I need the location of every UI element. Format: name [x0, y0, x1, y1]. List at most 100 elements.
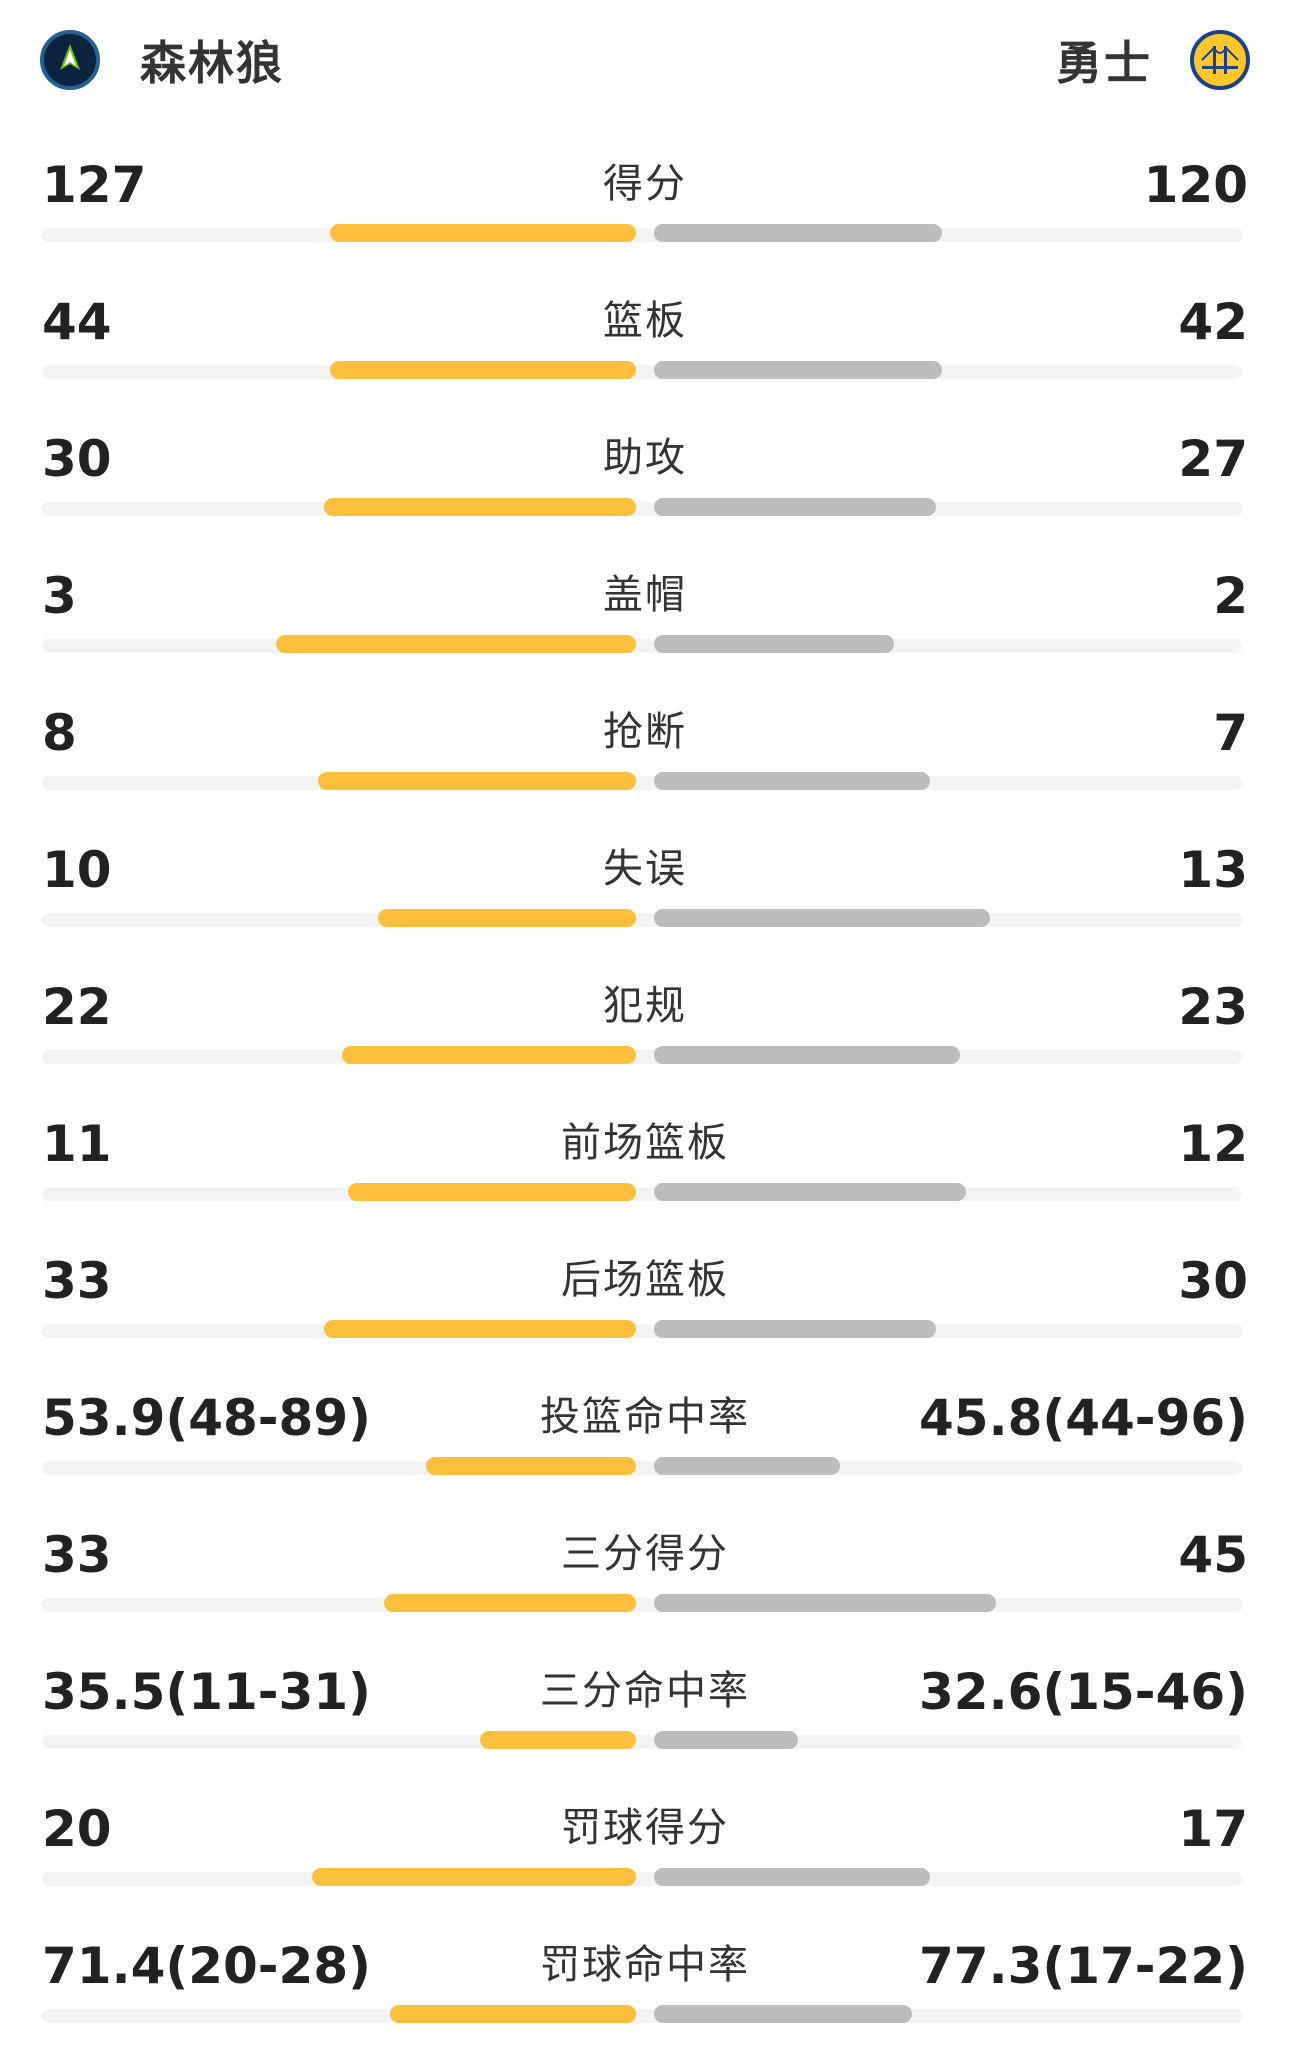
home-stat-bar [426, 1457, 636, 1475]
stat-bar-track [42, 228, 1242, 242]
away-stat-value: 27 [1178, 430, 1248, 488]
stat-bar-track [42, 1872, 1242, 1886]
away-stat-bar [654, 772, 930, 790]
stat-label: 罚球得分 [561, 1805, 729, 1851]
home-stat-value: 44 [42, 293, 112, 351]
stat-label: 罚球命中率 [540, 1942, 750, 1988]
away-stat-bar [654, 361, 942, 379]
stat-bar-track [42, 639, 1242, 653]
away-stat-value: 45.8(44-96) [919, 1389, 1248, 1447]
away-stat-value: 45 [1178, 1526, 1248, 1584]
stat-label: 篮板 [603, 298, 687, 344]
away-stat-value: 13 [1178, 841, 1248, 899]
home-stat-value: 10 [42, 841, 112, 899]
away-stat-bar [654, 1731, 798, 1749]
home-stat-value: 11 [42, 1115, 112, 1173]
warriors-logo-icon [1190, 30, 1250, 90]
home-stat-value: 35.5(11-31) [42, 1663, 371, 1721]
home-stat-bar [324, 1320, 636, 1338]
home-stat-bar [276, 635, 636, 653]
away-stat-bar [654, 224, 942, 242]
stat-bar-track [42, 1598, 1242, 1612]
home-stat-value: 71.4(20-28) [42, 1937, 371, 1995]
team-header: 森林狼 勇士 [0, 0, 1290, 130]
away-stat-bar [654, 1868, 930, 1886]
stat-row: 3 盖帽 2 [0, 551, 1290, 688]
home-stat-bar [378, 909, 636, 927]
home-stat-bar [390, 2005, 636, 2023]
away-stat-bar [654, 498, 936, 516]
stat-row: 8 抢断 7 [0, 688, 1290, 825]
away-stat-value: 32.6(15-46) [919, 1663, 1248, 1721]
away-stat-bar [654, 1594, 996, 1612]
home-stat-value: 53.9(48-89) [42, 1389, 371, 1447]
stat-row: 11 前场篮板 12 [0, 1099, 1290, 1236]
away-stat-bar [654, 909, 990, 927]
away-stat-bar [654, 1183, 966, 1201]
away-team[interactable]: 勇士 [1056, 22, 1250, 98]
stat-label: 三分得分 [561, 1531, 729, 1577]
home-stat-bar [330, 361, 636, 379]
stat-bar-track [42, 1324, 1242, 1338]
home-stat-bar [348, 1183, 636, 1201]
home-stat-bar [384, 1594, 636, 1612]
stat-bar-track [42, 776, 1242, 790]
home-stat-value: 127 [42, 156, 147, 214]
away-stat-bar [654, 1046, 960, 1064]
home-team-name: 森林狼 [140, 36, 284, 90]
stat-label: 后场篮板 [561, 1257, 729, 1303]
home-stat-value: 8 [42, 704, 77, 762]
home-stat-value: 33 [42, 1526, 112, 1584]
stats-list: 127 得分 120 44 篮板 42 30 助攻 27 3 盖帽 2 8 抢断 7 10 失误 13 22 犯规 23… [0, 140, 1290, 2058]
away-stat-bar [654, 1457, 840, 1475]
stat-bar-track [42, 2009, 1242, 2023]
home-stat-bar [312, 1868, 636, 1886]
stat-label: 失误 [603, 846, 687, 892]
away-stat-value: 17 [1178, 1800, 1248, 1858]
away-stat-value: 2 [1213, 567, 1248, 625]
stat-row: 22 犯规 23 [0, 962, 1290, 1099]
home-stat-value: 22 [42, 978, 112, 1036]
home-stat-value: 33 [42, 1252, 112, 1310]
stat-row: 44 篮板 42 [0, 277, 1290, 414]
stat-bar-track [42, 502, 1242, 516]
stat-label: 三分命中率 [540, 1668, 750, 1714]
stat-bar-track [42, 913, 1242, 927]
home-stat-bar [342, 1046, 636, 1064]
stat-row: 71.4(20-28) 罚球命中率 77.3(17-22) [0, 1921, 1290, 2058]
away-stat-value: 42 [1178, 293, 1248, 351]
away-stat-value: 77.3(17-22) [919, 1937, 1248, 1995]
stat-row: 33 后场篮板 30 [0, 1236, 1290, 1373]
stat-label: 助攻 [603, 435, 687, 481]
home-stat-value: 20 [42, 1800, 112, 1858]
stat-row: 33 三分得分 45 [0, 1510, 1290, 1647]
stat-row: 10 失误 13 [0, 825, 1290, 962]
home-stat-bar [480, 1731, 636, 1749]
stat-label: 前场篮板 [561, 1120, 729, 1166]
stat-bar-track [42, 1735, 1242, 1749]
stat-label: 得分 [603, 161, 687, 207]
stat-bar-track [42, 1461, 1242, 1475]
timberwolves-logo-icon [40, 30, 100, 90]
stat-label: 盖帽 [603, 572, 687, 618]
stat-row: 20 罚球得分 17 [0, 1784, 1290, 1921]
away-stat-bar [654, 1320, 936, 1338]
away-stat-value: 7 [1213, 704, 1248, 762]
home-stat-value: 30 [42, 430, 112, 488]
stat-row: 35.5(11-31) 三分命中率 32.6(15-46) [0, 1647, 1290, 1784]
stat-label: 抢断 [603, 709, 687, 755]
away-stat-bar [654, 635, 894, 653]
stat-row: 30 助攻 27 [0, 414, 1290, 551]
home-team[interactable]: 森林狼 [40, 22, 284, 98]
away-stat-value: 120 [1143, 156, 1248, 214]
stat-row: 127 得分 120 [0, 140, 1290, 277]
stat-bar-track [42, 1187, 1242, 1201]
home-stat-bar [324, 498, 636, 516]
away-stat-value: 12 [1178, 1115, 1248, 1173]
away-stat-value: 30 [1178, 1252, 1248, 1310]
home-stat-bar [318, 772, 636, 790]
away-stat-bar [654, 2005, 912, 2023]
stat-row: 53.9(48-89) 投篮命中率 45.8(44-96) [0, 1373, 1290, 1510]
away-stat-value: 23 [1178, 978, 1248, 1036]
stat-label: 投篮命中率 [540, 1394, 750, 1440]
